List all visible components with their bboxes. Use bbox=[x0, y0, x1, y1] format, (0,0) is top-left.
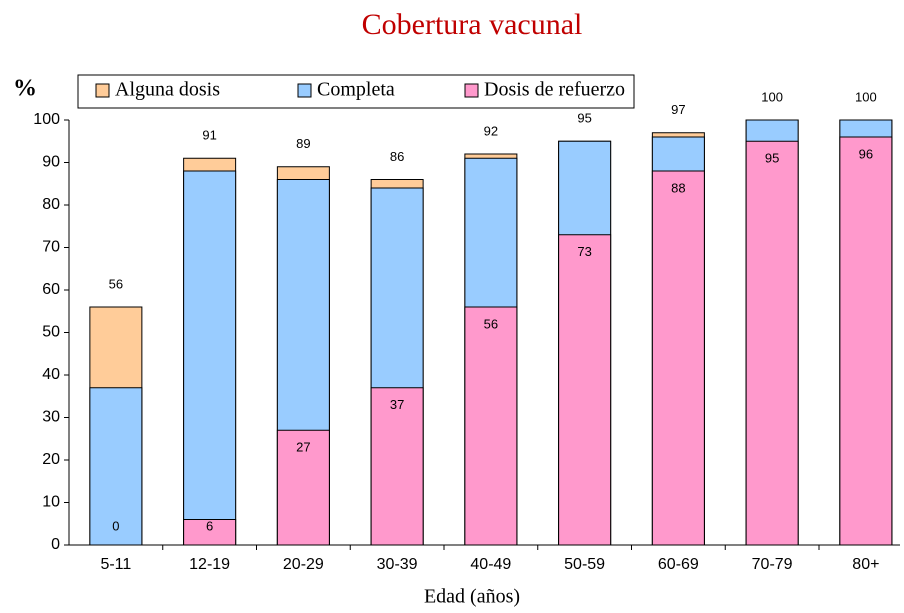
x-tick-label: 20-29 bbox=[283, 556, 324, 573]
data-label: 88 bbox=[671, 180, 685, 195]
x-tick-label: 30-39 bbox=[377, 556, 418, 573]
y-tick-label: 80 bbox=[42, 196, 60, 213]
x-tick-label: 50-59 bbox=[564, 556, 605, 573]
x-tick-label: 40-49 bbox=[470, 556, 511, 573]
data-label: 86 bbox=[390, 149, 404, 164]
data-label: 73 bbox=[577, 244, 591, 259]
data-label: 0 bbox=[112, 518, 119, 533]
bar bbox=[183, 170, 237, 546]
legend-swatch bbox=[297, 83, 312, 98]
bar bbox=[89, 387, 143, 546]
data-label: 56 bbox=[484, 316, 498, 331]
data-label: 100 bbox=[761, 89, 783, 104]
data-label: 100 bbox=[855, 89, 877, 104]
x-tick-label: 12-19 bbox=[189, 556, 230, 573]
bar bbox=[651, 170, 705, 546]
x-tick-label: 80+ bbox=[852, 556, 879, 573]
x-tick-label: 5-11 bbox=[100, 556, 131, 573]
bar bbox=[276, 429, 330, 546]
y-tick-label: 10 bbox=[42, 494, 60, 511]
data-label: 95 bbox=[577, 111, 591, 126]
bar bbox=[745, 140, 799, 546]
y-tick-label: 20 bbox=[42, 451, 60, 468]
data-label: 91 bbox=[202, 128, 216, 143]
y-tick-label: 70 bbox=[42, 239, 60, 256]
y-tick-label: 30 bbox=[42, 409, 60, 426]
legend-box bbox=[77, 74, 635, 109]
y-tick-label: 0 bbox=[51, 536, 60, 553]
data-label: 95 bbox=[765, 151, 779, 166]
bar bbox=[464, 306, 518, 546]
data-label: 92 bbox=[484, 123, 498, 138]
bar bbox=[183, 519, 237, 546]
data-label: 27 bbox=[296, 440, 310, 455]
legend-swatch bbox=[95, 83, 110, 98]
x-axis-label: Edad (años) bbox=[424, 586, 520, 608]
data-label: 56 bbox=[109, 276, 123, 291]
data-label: 97 bbox=[671, 102, 685, 117]
data-label: 6 bbox=[206, 518, 213, 533]
y-tick-label: 50 bbox=[42, 324, 60, 341]
legend-swatch bbox=[464, 83, 479, 98]
legend-label: Dosis de refuerzo bbox=[484, 79, 625, 101]
bar bbox=[558, 234, 612, 546]
data-label: 37 bbox=[390, 397, 404, 412]
x-tick-label: 60-69 bbox=[658, 556, 699, 573]
legend-label: Alguna dosis bbox=[115, 79, 220, 101]
data-label: 96 bbox=[859, 146, 873, 161]
y-tick-label: 40 bbox=[42, 366, 60, 383]
data-label: 89 bbox=[296, 136, 310, 151]
y-axis-label: % bbox=[13, 76, 37, 102]
bar bbox=[370, 387, 424, 546]
y-tick-label: 60 bbox=[42, 281, 60, 298]
y-tick-label: 90 bbox=[42, 154, 60, 171]
legend-label: Completa bbox=[317, 79, 395, 101]
chart-title: Cobertura vacunal bbox=[362, 8, 583, 41]
x-tick-label: 70-79 bbox=[752, 556, 793, 573]
y-tick-label: 100 bbox=[33, 111, 60, 128]
bar bbox=[839, 136, 893, 546]
